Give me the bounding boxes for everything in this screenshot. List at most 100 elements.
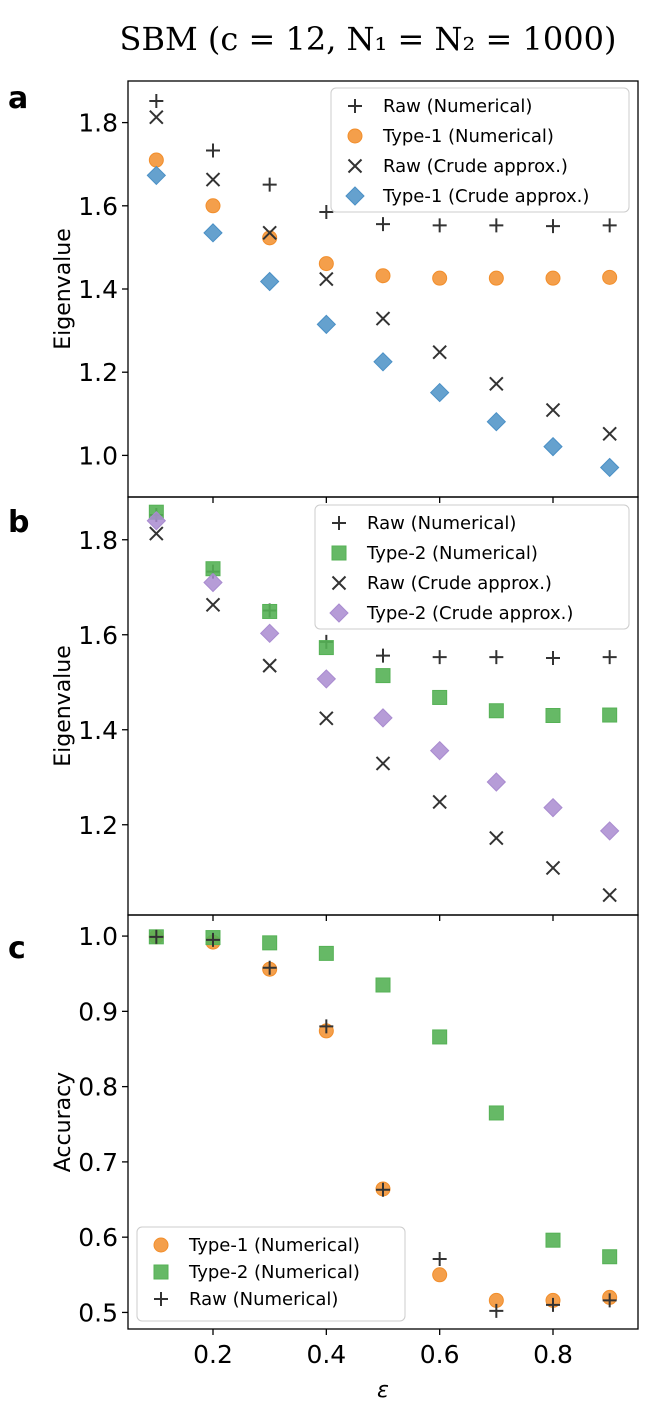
legend-label: Raw (Crude approx.) xyxy=(367,573,552,594)
data-point xyxy=(602,1293,617,1308)
y-tick-label: 1.6 xyxy=(78,192,118,221)
data-point xyxy=(546,219,560,234)
series-circle xyxy=(148,152,618,286)
data-point xyxy=(262,960,277,975)
data-point xyxy=(262,935,278,951)
legend-label: Raw (Numerical) xyxy=(383,96,532,117)
data-point xyxy=(375,311,391,326)
data-point xyxy=(489,830,504,846)
data-point xyxy=(205,597,221,613)
y-tick-label: 1.0 xyxy=(78,922,118,951)
data-point xyxy=(149,526,164,541)
data-point xyxy=(375,268,391,284)
data-point xyxy=(373,352,393,372)
data-point xyxy=(488,703,504,719)
legend-marker xyxy=(153,1264,169,1280)
data-point xyxy=(432,1029,448,1045)
data-point xyxy=(259,271,280,292)
y-axis-label: Eigenvalue xyxy=(51,645,76,767)
legend-marker xyxy=(332,516,346,530)
data-point xyxy=(432,689,448,705)
x-tick-label: 0.8 xyxy=(533,1340,573,1369)
y-tick-label: 0.9 xyxy=(78,997,118,1026)
y-tick-label: 1.0 xyxy=(78,441,118,470)
data-point xyxy=(149,929,164,944)
y-tick-label: 1.8 xyxy=(78,526,118,555)
data-point xyxy=(432,218,447,233)
data-point xyxy=(546,651,560,666)
data-point xyxy=(262,658,277,673)
data-point xyxy=(545,270,561,286)
panel-letter: c xyxy=(8,931,26,966)
data-point xyxy=(486,411,507,432)
data-point xyxy=(546,1297,560,1312)
data-point xyxy=(205,198,221,214)
panel-a: a 1.0 1.2 1.4 1.6 1.8 Eigenvalue Raw (Numerical… xyxy=(8,80,639,503)
data-point xyxy=(429,382,450,403)
y-tick-label: 0.6 xyxy=(78,1223,118,1252)
plot-frame xyxy=(127,914,639,1330)
legend-label: Type-2 (Numerical) xyxy=(188,1262,360,1283)
data-point xyxy=(543,797,563,818)
data-point xyxy=(602,218,617,233)
data-point xyxy=(602,707,618,723)
data-point xyxy=(376,648,390,663)
series-plus xyxy=(149,93,617,234)
legend: Raw (Numerical) Type-2 (Numerical) Raw (Cr… xyxy=(314,504,630,630)
data-point xyxy=(318,640,334,656)
data-point xyxy=(318,945,334,961)
data-point xyxy=(149,109,164,125)
x-tick-label: 0.6 xyxy=(420,1340,460,1369)
data-point xyxy=(316,669,337,689)
data-point xyxy=(432,345,447,360)
data-point xyxy=(602,887,617,903)
y-tick-label: 1.2 xyxy=(78,811,118,840)
y-axis-label: Eigenvalue xyxy=(51,228,76,350)
legend-label: Raw (Numerical) xyxy=(367,513,516,534)
data-point xyxy=(262,177,277,192)
y-tick-label: 1.4 xyxy=(78,275,118,304)
data-point xyxy=(545,860,561,876)
data-point xyxy=(319,1019,334,1034)
data-point xyxy=(375,977,391,993)
data-point xyxy=(602,1249,618,1265)
data-point xyxy=(203,572,223,593)
y-tick-label: 1.8 xyxy=(78,109,118,138)
legend-marker xyxy=(153,1237,169,1253)
data-point xyxy=(545,708,561,723)
data-point xyxy=(206,143,220,158)
legend-marker xyxy=(347,158,363,174)
legend-label: Type-1 (Numerical) xyxy=(188,1235,360,1256)
legend: Raw (Numerical) Type-1 (Numerical) Raw (Cr… xyxy=(330,87,630,213)
panel-letter: a xyxy=(8,81,28,116)
data-point xyxy=(148,152,164,168)
data-point xyxy=(149,93,164,108)
data-point xyxy=(203,223,223,243)
legend-marker xyxy=(345,186,365,206)
data-point xyxy=(489,218,504,233)
data-point xyxy=(319,205,334,220)
data-point xyxy=(602,426,617,441)
series-plus xyxy=(149,929,617,1318)
legend-marker xyxy=(347,128,363,144)
data-point xyxy=(489,650,504,665)
data-point xyxy=(602,269,618,285)
series-square xyxy=(148,929,618,1265)
legend-frame xyxy=(314,504,630,630)
data-point xyxy=(259,623,280,644)
data-point xyxy=(205,172,221,187)
legend-frame xyxy=(330,87,630,213)
data-point xyxy=(316,314,337,335)
legend-frame xyxy=(136,1226,406,1322)
data-point xyxy=(262,230,278,246)
data-point xyxy=(318,256,334,272)
legend-label: Type-2 (Crude approx.) xyxy=(366,603,573,624)
x-axis-label: ε xyxy=(377,1378,389,1403)
data-point xyxy=(488,1105,504,1121)
x-tick-label: 0.4 xyxy=(306,1340,346,1369)
data-point xyxy=(429,740,450,761)
series-diamond xyxy=(146,165,620,478)
data-point xyxy=(319,271,334,287)
data-point xyxy=(602,650,617,665)
legend-marker xyxy=(331,545,347,561)
